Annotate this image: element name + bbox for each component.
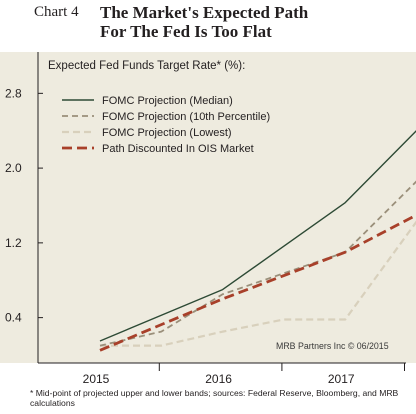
- y-tick-label: 2.8: [5, 86, 22, 100]
- chart-title-line2: For The Fed Is Too Flat: [100, 22, 272, 41]
- y-tick-label: 2.0: [5, 161, 22, 175]
- legend-label: Path Discounted In OIS Market: [102, 143, 254, 155]
- y-axis-label: Expected Fed Funds Target Rate* (%):: [48, 60, 246, 72]
- x-tick-label: 2015: [83, 372, 110, 386]
- y-tick-label: 1.2: [5, 236, 22, 250]
- series-line-0: [99, 130, 416, 342]
- y-tick-label: 0.4: [5, 311, 22, 325]
- footnote: * Mid-point of projected upper and lower…: [30, 388, 399, 408]
- legend-label: FOMC Projection (Lowest): [102, 127, 232, 139]
- x-tick-label: 2016: [205, 372, 232, 386]
- source-note: MRB Partners Inc © 06/2015: [276, 341, 389, 351]
- series-line-2: [100, 220, 416, 347]
- series-line-3: [99, 213, 416, 352]
- legend-label: FOMC Projection (Median): [102, 95, 233, 107]
- chart-header: Chart 4 The Market's Expected Path For T…: [0, 0, 416, 52]
- plot-background: [0, 52, 416, 363]
- legend-label: FOMC Projection (10th Percentile): [102, 111, 270, 123]
- series-line-1: [99, 180, 416, 347]
- chart-title: The Market's Expected Path For The Fed I…: [100, 3, 308, 41]
- chart-number: Chart 4: [34, 4, 79, 20]
- chart-title-line1: The Market's Expected Path: [100, 3, 309, 22]
- x-tick-label: 2017: [328, 372, 355, 386]
